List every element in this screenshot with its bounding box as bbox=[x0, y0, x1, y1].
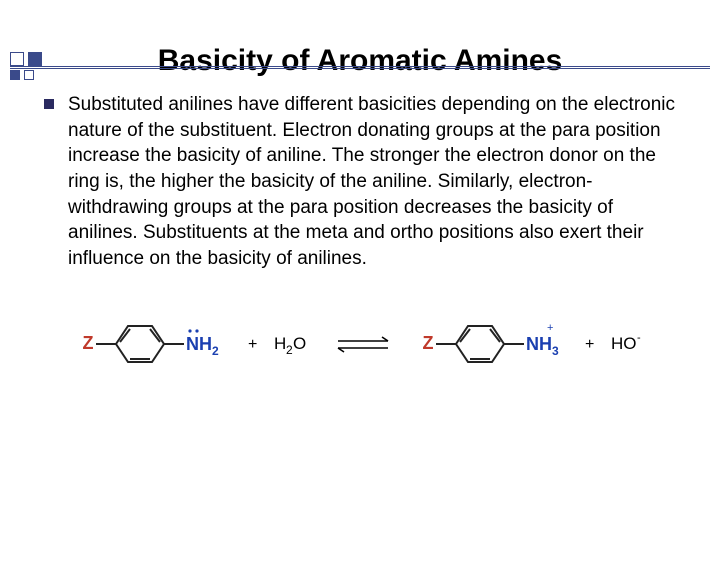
svg-text:-: - bbox=[637, 332, 641, 344]
svg-text:2: 2 bbox=[212, 344, 219, 358]
substituent-z-left: Z bbox=[83, 333, 94, 353]
slide-title: Basicity of Aromatic Amines bbox=[0, 44, 720, 78]
svg-text:O: O bbox=[293, 334, 306, 353]
svg-text:+: + bbox=[547, 322, 553, 334]
svg-text:+: + bbox=[585, 336, 594, 353]
reaction-diagram: Z NH 2 + H 2 O Z bbox=[0, 299, 720, 389]
amine-left: NH bbox=[186, 334, 212, 354]
slide-corner-decoration bbox=[10, 52, 42, 84]
equilibrium-arrow bbox=[338, 337, 388, 352]
bullet-icon bbox=[44, 99, 54, 109]
svg-text:2: 2 bbox=[286, 343, 293, 357]
svg-text:H: H bbox=[274, 334, 286, 353]
svg-text:+: + bbox=[248, 336, 257, 353]
amine-right: NH bbox=[526, 334, 552, 354]
svg-text:HO: HO bbox=[611, 334, 637, 353]
body-paragraph: Substituted anilines have different basi… bbox=[68, 92, 676, 271]
substituent-z-right: Z bbox=[423, 333, 434, 353]
svg-text:3: 3 bbox=[552, 344, 559, 358]
slide-body: Substituted anilines have different basi… bbox=[0, 92, 720, 271]
